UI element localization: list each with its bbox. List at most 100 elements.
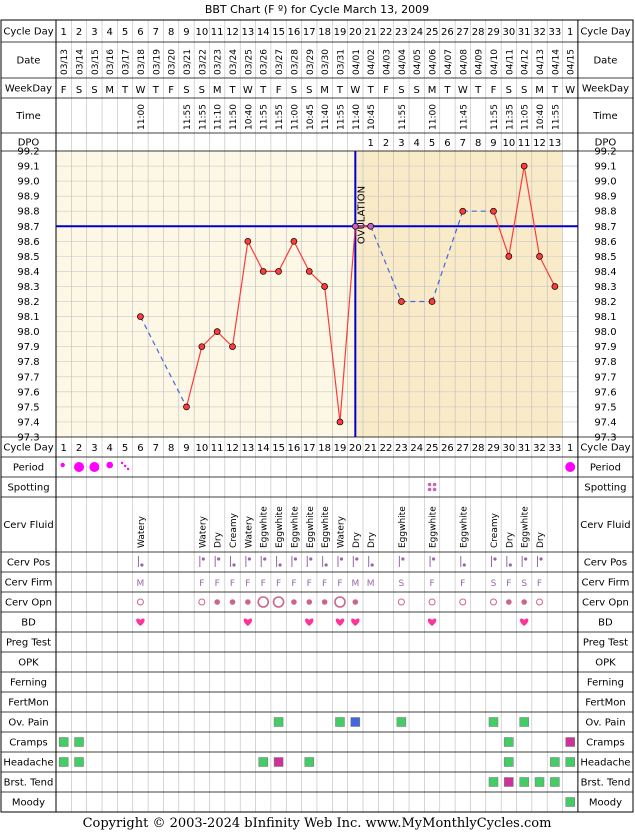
- row-label-left: DPO: [18, 138, 40, 149]
- temp-point: [459, 207, 467, 215]
- headache-marker: [273, 757, 284, 767]
- temp-line-segment: [278, 241, 295, 272]
- date-label: 03/19: [152, 49, 162, 75]
- date-label: 03/13: [60, 49, 70, 75]
- date-label: 04/08: [459, 49, 469, 75]
- cerv-opn-dot: [506, 599, 512, 605]
- cerv-pos-dot: [140, 563, 144, 567]
- cerv-pos-dot: [309, 557, 313, 561]
- cycle-day-number: 1: [60, 27, 66, 38]
- cycle-day-number: 5: [122, 443, 128, 454]
- temp-point: [213, 328, 221, 335]
- time-label: 11:55: [336, 104, 346, 130]
- dpo-number: 7: [460, 138, 466, 149]
- y-tick-label: 99.0: [17, 177, 39, 188]
- time-label: 11:55: [490, 104, 500, 130]
- y-tick-label: 97.5: [17, 402, 39, 413]
- spotting-dot: [432, 482, 437, 487]
- date-label: 04/15: [567, 49, 577, 75]
- cycle-day-number: 9: [183, 27, 189, 38]
- headache-marker: [565, 757, 575, 767]
- y-tick-label: 97.3: [594, 433, 616, 444]
- temp-point: [367, 222, 375, 230]
- row-label-left: Cerv Firm: [5, 578, 53, 589]
- cramps-marker: [58, 737, 69, 747]
- weekday-letter: S: [398, 85, 404, 96]
- brst-tend-marker: [550, 777, 560, 787]
- cycle-day-number: 1: [60, 443, 66, 454]
- cycle-day-number: 7: [153, 443, 159, 454]
- weekday-letter: W: [243, 85, 253, 96]
- cerv-opn-dot: [291, 599, 297, 605]
- row-label-right: Time: [592, 111, 617, 122]
- weekday-letter: F: [383, 85, 389, 96]
- brst-tend-marker: [504, 777, 514, 787]
- temp-line-segment: [293, 241, 310, 272]
- cramps-marker: [74, 737, 84, 747]
- cerv-fluid-label: Creamy: [229, 512, 239, 548]
- cerv-opn-circle: [257, 596, 270, 608]
- cerv-firm-letter: S: [399, 579, 405, 589]
- cerv-opn-dot: [229, 599, 236, 605]
- time-label: 11:00: [429, 104, 439, 130]
- weekday-letter: M: [428, 85, 437, 96]
- cycle-day-number: 23: [395, 443, 408, 454]
- cerv-firm-letter: S: [491, 579, 497, 589]
- temp-line-segment: [216, 331, 233, 348]
- ov-pain-marker: [488, 717, 499, 727]
- cycle-day-number: 18: [318, 443, 331, 454]
- cycle-day-number: 2: [76, 443, 82, 454]
- row-label-right: Spotting: [584, 483, 626, 494]
- date-label: 04/01: [352, 49, 362, 75]
- cerv-opn-circle: [489, 598, 497, 606]
- dpo-number: 13: [549, 138, 562, 149]
- cerv-pos-dot: [539, 557, 543, 561]
- y-tick-label: 98.6: [594, 237, 616, 248]
- temp-line-segment: [492, 211, 510, 257]
- y-tick-label: 98.3: [594, 282, 616, 293]
- row-label-left: Brst. Tend: [4, 778, 54, 789]
- cycle-day-number: 9: [183, 443, 189, 454]
- time-label: 11:55: [198, 104, 208, 130]
- cerv-fluid-label: Watery: [137, 515, 147, 548]
- cycle-day-number: 17: [303, 27, 316, 38]
- weekday-letter: S: [521, 85, 527, 96]
- date-label: 03/27: [275, 49, 285, 75]
- cerv-opn-circle: [428, 598, 436, 606]
- cycle-day-number: 21: [364, 443, 377, 454]
- weekday-letter: S: [506, 85, 512, 96]
- y-tick-label: 97.9: [17, 342, 39, 353]
- cerv-pos-dot: [355, 557, 359, 561]
- dpo-number: 9: [490, 138, 496, 149]
- cycle-day-number: 1: [567, 443, 573, 454]
- cerv-firm-letter: F: [230, 579, 235, 589]
- weekday-letter: T: [228, 85, 236, 96]
- date-label: 04/12: [521, 49, 531, 75]
- temp-line-segment: [231, 241, 249, 347]
- cycle-day-number: 17: [303, 443, 316, 454]
- cerv-pos-dot: [431, 557, 436, 561]
- cerv-fluid-label: Eggwhite: [459, 506, 469, 548]
- cerv-fluid-label: Eggwhite: [260, 506, 270, 548]
- cycle-day-number: 26: [441, 27, 454, 38]
- row-label-left: Period: [13, 463, 44, 474]
- date-label: 03/24: [229, 49, 239, 75]
- cycle-day-number: 6: [137, 443, 143, 454]
- date-label: 04/02: [367, 49, 377, 75]
- temp-point: [398, 298, 405, 305]
- time-label: 11:45: [459, 104, 469, 130]
- y-tick-label: 99.1: [17, 162, 39, 173]
- headache-marker: [550, 757, 560, 767]
- y-tick-label: 97.7: [17, 372, 39, 383]
- row-label-right: OPK: [595, 658, 616, 669]
- cerv-pos-dot: [263, 557, 267, 561]
- temp-line-segment: [139, 316, 188, 408]
- period-dot: [89, 462, 100, 472]
- cerv-fluid-label: Eggwhite: [306, 506, 316, 548]
- weekday-letter: M: [320, 85, 329, 96]
- cycle-day-number: 19: [334, 27, 347, 38]
- y-tick-label: 97.8: [594, 357, 616, 368]
- cramps-marker: [565, 737, 575, 747]
- weekday-letter: M: [535, 85, 544, 96]
